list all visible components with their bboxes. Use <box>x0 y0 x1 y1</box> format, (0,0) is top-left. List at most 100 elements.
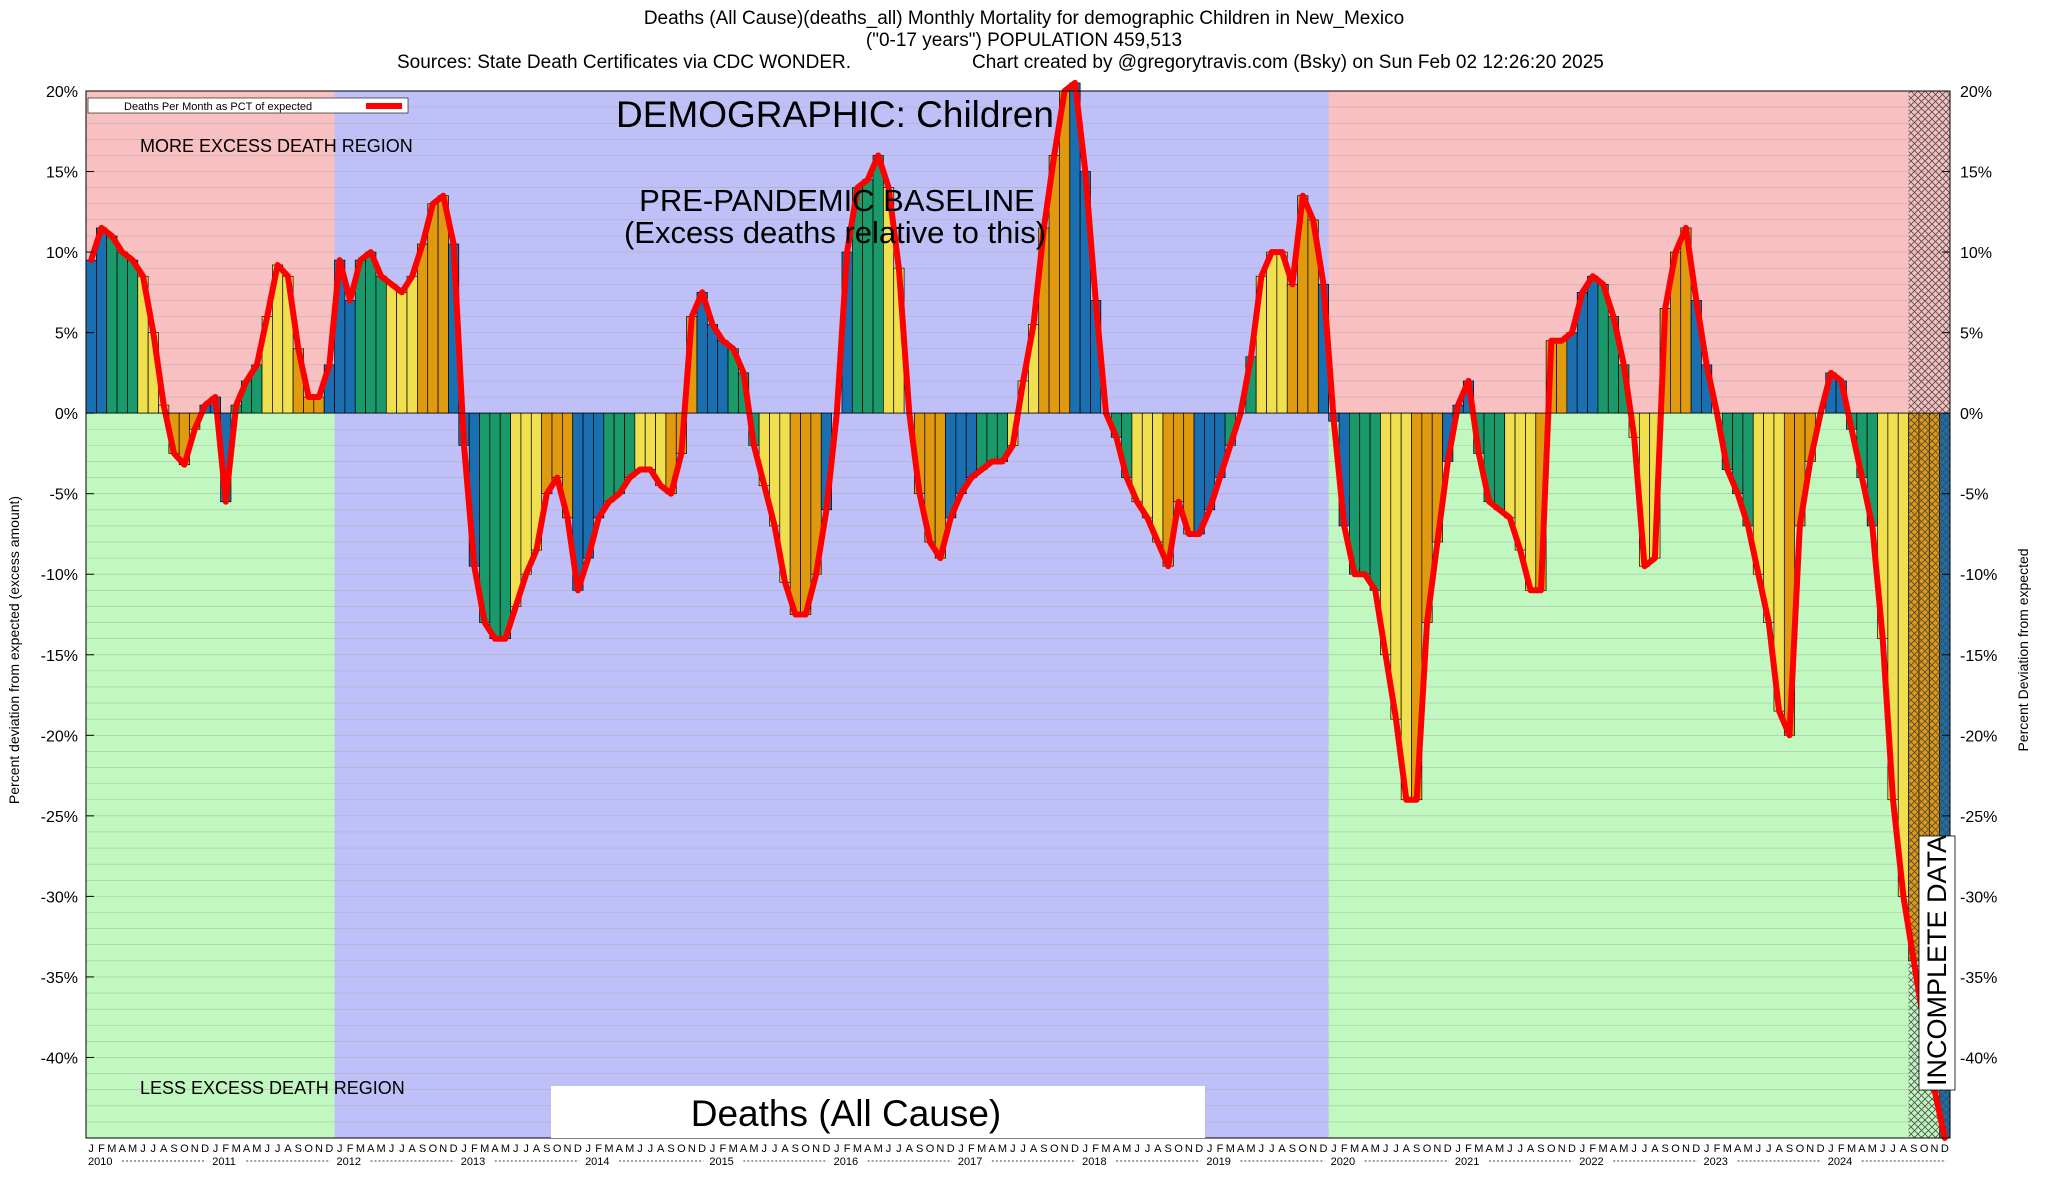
x-tick-month: J <box>772 1143 778 1155</box>
bar <box>127 259 139 414</box>
x-tick-month: M <box>356 1143 365 1155</box>
chart-credit-text: Chart created by @gregorytravis.com (Bsk… <box>972 52 1604 73</box>
y-tick-label: 0% <box>55 406 78 423</box>
x-tick-month: N <box>191 1143 199 1155</box>
x-tick-month: A <box>1154 1143 1162 1155</box>
y-tick-label-right: 10% <box>1960 245 1992 262</box>
y-tick-label-right: 20% <box>1960 84 1992 101</box>
y-tick-label: -25% <box>41 809 78 826</box>
x-tick-month: M <box>1101 1143 1110 1155</box>
x-tick-year: 2015 <box>709 1156 733 1168</box>
x-tick-month: N <box>1930 1143 1938 1155</box>
x-tick-month: O <box>1920 1143 1929 1155</box>
x-tick-month: O <box>553 1143 562 1155</box>
x-tick-month: D <box>1444 1143 1452 1155</box>
x-tick-month: M <box>1743 1143 1752 1155</box>
x-tick-month: J <box>1756 1143 1762 1155</box>
x-tick-year: 2023 <box>1703 1156 1727 1168</box>
bar <box>1390 412 1402 720</box>
x-tick-month: J <box>886 1143 892 1155</box>
x-tick-month: A <box>864 1143 872 1155</box>
bar <box>541 412 553 495</box>
x-tick-month: J <box>834 1143 840 1155</box>
bar <box>1193 412 1205 535</box>
x-tick-month: N <box>936 1143 944 1155</box>
x-tick-month: N <box>1061 1143 1069 1155</box>
x-tick-month: A <box>367 1143 375 1155</box>
x-tick-month: J <box>513 1143 519 1155</box>
bar <box>1556 340 1568 414</box>
x-tick-month: N <box>315 1143 323 1155</box>
bar <box>706 324 719 414</box>
x-tick-month: S <box>543 1143 550 1155</box>
x-tick-month: O <box>926 1143 935 1155</box>
x-tick-month: J <box>1383 1143 1389 1155</box>
x-tick-month: J <box>1880 1143 1886 1155</box>
bar <box>986 412 998 462</box>
bar <box>106 235 118 414</box>
bar <box>1897 412 1909 897</box>
x-tick-month: N <box>564 1143 572 1155</box>
x-tick-month: J <box>1145 1143 1151 1155</box>
x-tick-month: J <box>1207 1143 1213 1155</box>
x-tick-month: A <box>1610 1143 1618 1155</box>
y-axis-left: 20% 15% 10% 5% 0% -5% -10% -15% -20% -25% -30% -35%… <box>41 84 94 1067</box>
bar <box>1587 275 1599 414</box>
bar <box>520 412 532 575</box>
x-tick-year: 2024 <box>1828 1156 1852 1168</box>
bar <box>1059 90 1071 414</box>
x-tick-month: A <box>1030 1143 1038 1155</box>
x-tick-month: D <box>1941 1143 1949 1155</box>
x-tick-month: M <box>604 1143 613 1155</box>
x-tick-month: M <box>625 1143 634 1155</box>
y-tick-label-right: -40% <box>1960 1050 1997 1067</box>
x-tick-month: J <box>1393 1143 1399 1155</box>
x-tick-month: J <box>88 1143 94 1155</box>
x-tick-month: S <box>1662 1143 1669 1155</box>
x-tick-month: D <box>822 1143 830 1155</box>
legend-label: Deaths Per Month as PCT of expected <box>124 101 312 113</box>
y-tick-label: 20% <box>46 84 78 101</box>
x-tick-month: F <box>347 1143 354 1155</box>
bar <box>396 291 408 414</box>
bar <box>427 203 439 414</box>
x-tick-month: F <box>1465 1143 1472 1155</box>
x-tick-month: M <box>729 1143 738 1155</box>
x-tick-month: M <box>1122 1143 1131 1155</box>
x-tick-month: M <box>501 1143 510 1155</box>
x-tick-month: N <box>1185 1143 1193 1155</box>
y-tick-label: -10% <box>41 567 78 584</box>
x-tick-month: F <box>1341 1143 1348 1155</box>
x-tick-month: D <box>1817 1143 1825 1155</box>
bar <box>1566 332 1578 414</box>
less-excess-region-label: LESS EXCESS DEATH REGION <box>140 1078 405 1098</box>
x-tick-month: J <box>896 1143 902 1155</box>
x-tick-month: F <box>98 1143 105 1155</box>
x-tick-month: O <box>304 1143 313 1155</box>
bar <box>965 412 977 478</box>
y-tick-label: -20% <box>41 728 78 745</box>
bar <box>593 412 605 519</box>
x-tick-month: D <box>325 1143 333 1155</box>
x-tick-month: O <box>1174 1143 1183 1155</box>
x-tick-month: J <box>1580 1143 1586 1155</box>
x-tick-month: M <box>874 1143 883 1155</box>
bar <box>624 412 636 478</box>
x-tick-month: J <box>140 1143 146 1155</box>
bottom-title-box <box>551 1086 1205 1138</box>
x-tick-month: A <box>1278 1143 1286 1155</box>
x-tick-month: O <box>801 1143 810 1155</box>
x-tick-month: S <box>1786 1143 1793 1155</box>
x-tick-month: S <box>1040 1143 1047 1155</box>
x-tick-month: A <box>1900 1143 1908 1155</box>
y-tick-label: -30% <box>41 889 78 906</box>
bar <box>1172 412 1185 503</box>
x-tick-month: J <box>1259 1143 1265 1155</box>
x-tick-month: M <box>1599 1143 1608 1155</box>
incomplete-data-label: INCOMPLETE DATA <box>1922 835 1952 1086</box>
bar <box>385 283 398 414</box>
x-tick-month: O <box>1298 1143 1307 1155</box>
x-tick-month: A <box>616 1143 624 1155</box>
x-tick-month: M <box>107 1143 116 1155</box>
